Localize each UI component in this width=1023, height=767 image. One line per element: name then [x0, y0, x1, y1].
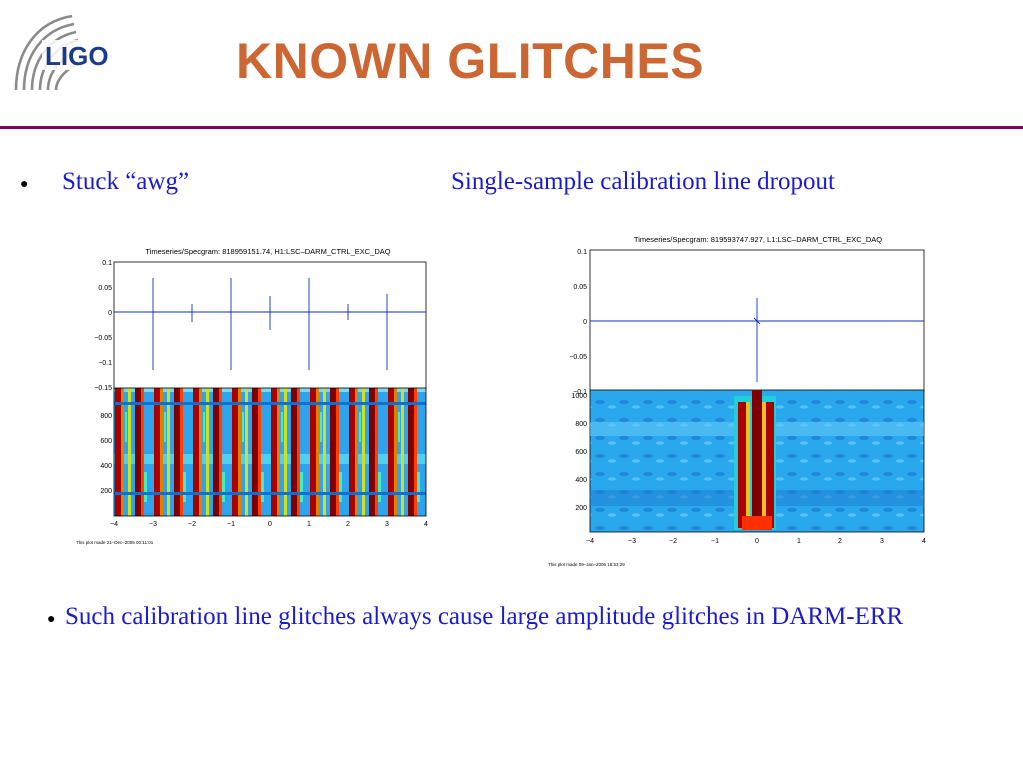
timeseries-ytick: −0.1 — [573, 389, 587, 396]
xticks-left: −4 −3 −2 −1 0 1 2 3 4 — [110, 521, 428, 528]
xtick: 0 — [268, 521, 272, 528]
page-title: KNOWN GLITCHES — [236, 33, 705, 89]
timeseries-ytick: 0.05 — [573, 284, 587, 291]
xtick: −4 — [586, 538, 594, 545]
spectrogram-ytick: 600 — [100, 438, 112, 445]
xtick: 3 — [880, 538, 884, 545]
xtick: 4 — [922, 538, 926, 545]
timeseries-ytick: −0.05 — [94, 335, 112, 342]
plot-footer-right: This plot made 09–Jan–2006 18:53:29 — [548, 562, 625, 567]
spectrogram-ytick: 200 — [100, 488, 112, 495]
xtick: −4 — [110, 521, 118, 528]
ligo-logo: LIGO — [12, 12, 124, 92]
spectrogram-ytick: 600 — [575, 449, 587, 456]
xtick: 2 — [346, 521, 350, 528]
timeseries-trace-left — [114, 278, 426, 370]
figure-left: Timeseries/Specgram: 818959151.74, H1:LS… — [72, 242, 444, 546]
timeseries-ytick: −0.15 — [94, 385, 112, 392]
xtick: 2 — [838, 538, 842, 545]
xtick: 1 — [797, 538, 801, 545]
timeseries-ytick: 0 — [108, 310, 112, 317]
plot-title-left: Timeseries/Specgram: 818959151.74, H1:LS… — [145, 247, 390, 256]
xtick: 3 — [385, 521, 389, 528]
plot-title-right: Timeseries/Specgram: 819593747.927, L1:L… — [634, 235, 882, 244]
spectrogram-ytick: 400 — [575, 477, 587, 484]
spectrogram-bands-right — [590, 390, 924, 530]
timeseries-ytick: 0 — [583, 319, 587, 326]
xtick: −2 — [188, 521, 196, 528]
xtick: 1 — [307, 521, 311, 528]
spectrogram-ytick: 400 — [100, 463, 112, 470]
caption-left: Stuck “awg” — [62, 168, 190, 195]
spectrogram-ytick: 800 — [575, 421, 587, 428]
xtick: −3 — [149, 521, 157, 528]
xticks-right: −4 −3 −2 −1 0 1 2 3 4 — [586, 538, 926, 545]
timeseries-ytick: 0.1 — [577, 249, 587, 256]
spectrogram-left — [113, 387, 427, 517]
timeseries-ytick: −0.1 — [98, 360, 112, 367]
figure-right: Timeseries/Specgram: 819593747.927, L1:L… — [546, 232, 936, 570]
spectrogram-ytick: 800 — [100, 413, 112, 420]
xtick: −3 — [628, 538, 636, 545]
bottom-bullet-text: Such calibration line glitches always ca… — [65, 603, 904, 630]
bullet-icon: ● — [47, 612, 56, 627]
spectrogram-ytick: 200 — [575, 505, 587, 512]
xtick: 4 — [424, 521, 428, 528]
timeseries-ytick: −0.05 — [569, 354, 587, 361]
logo-text: LIGO — [45, 41, 109, 71]
xtick: −1 — [227, 521, 235, 528]
timeseries-ytick: 0.1 — [102, 260, 112, 267]
spectrogram-ytick: 1000 — [571, 393, 587, 400]
spectrogram-yticks-right: 1000 800 600 400 200 — [571, 393, 587, 512]
title-divider — [0, 126, 1023, 129]
timeseries-yticks-right: 0.1 0.05 0 −0.05 −0.1 — [569, 249, 587, 396]
xtick: −1 — [711, 538, 719, 545]
xtick: 0 — [755, 538, 759, 545]
caption-right: Single-sample calibration line dropout — [451, 168, 835, 195]
timeseries-yticks-left: 0.1 0.05 0 −0.05 −0.1 −0.15 — [94, 260, 112, 392]
bullet-icon: ● — [20, 177, 29, 192]
spectrogram-yticks-left: 800 600 400 200 — [100, 413, 112, 495]
xtick: −2 — [669, 538, 677, 545]
plot-footer-left: This plot made 21–Dec–2005 00:11:01 — [76, 540, 154, 545]
timeseries-ytick: 0.05 — [98, 285, 112, 292]
timeseries-trace-right — [590, 298, 924, 382]
